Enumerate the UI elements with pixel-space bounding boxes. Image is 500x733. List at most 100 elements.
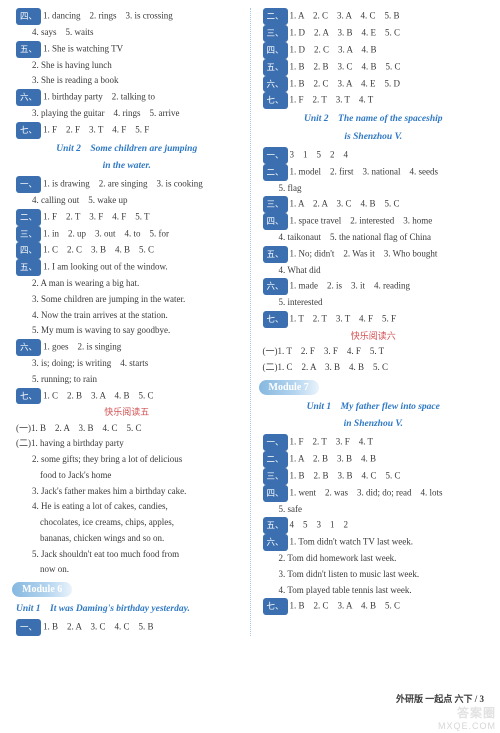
item: 5. safe: [259, 502, 489, 518]
num-label: 七、: [16, 122, 41, 139]
item: 三、1. A 2. A 3. C 4. B 5. C: [259, 196, 489, 213]
item: 六、1. made 2. is 3. it 4. reading: [259, 278, 489, 295]
num-label: 五、: [263, 59, 288, 76]
item: 一、1. F 2. T 3. F 4. T: [259, 434, 489, 451]
item: 2. Tom did homework last week.: [259, 551, 489, 567]
text: 1. in 2. up 3. out 4. to 5. for: [43, 228, 169, 238]
text: 1. B 2. A 3. C 4. C 5. B: [43, 622, 154, 632]
text: 1. B 2. C 3. A 4. E 5. D: [290, 78, 401, 88]
item: 4. Tom played table tennis last week.: [259, 583, 489, 599]
num-label: 六、: [16, 89, 41, 106]
item: 3. Tom didn't listen to music last week.: [259, 567, 489, 583]
unit-title: Unit 1 It was Daming's birthday yesterda…: [12, 602, 242, 616]
item: (二)1. C 2. A 3. B 4. B 5. C: [259, 360, 489, 376]
happy-reading-title: 快乐阅读六: [259, 328, 489, 344]
item: 5. interested: [259, 295, 489, 311]
text: 1. C 2. B 3. A 4. B 5. C: [43, 390, 154, 400]
unit-title: Unit 2 Some children are jumping: [12, 142, 242, 156]
item: 一、1. is drawing 2. are singing 3. is coo…: [12, 176, 242, 193]
item: 二、1. model 2. first 3. national 4. seeds: [259, 164, 489, 181]
text: 4 5 3 1 2: [290, 520, 349, 530]
item: 四、1. C 2. C 3. B 4. B 5. C: [12, 242, 242, 259]
unit-title: in the water.: [12, 159, 242, 173]
num-label: 六、: [263, 278, 288, 295]
text: 1. A 2. C 3. A 4. C 5. B: [290, 11, 400, 21]
item: 4. taikonaut 5. the national flag of Chi…: [259, 230, 489, 246]
num-label: 二、: [16, 209, 41, 226]
item: 五、1. She is watching TV: [12, 41, 242, 58]
num-label: 四、: [16, 242, 41, 259]
num-label: 六、: [263, 76, 288, 93]
item: (一)1. T 2. F 3. F 4. F 5. T: [259, 344, 489, 360]
item: 3. She is reading a book: [12, 73, 242, 89]
text: 1. went 2. was 3. did; do; read 4. lots: [290, 487, 443, 497]
item: 一、1. B 2. A 3. C 4. C 5. B: [12, 619, 242, 636]
item: 七、1. C 2. B 3. A 4. B 5. C: [12, 388, 242, 405]
item: 一、3 1 5 2 4: [259, 147, 489, 164]
text: 1. D 2. C 3. A 4. B: [290, 44, 377, 54]
item: 三、1. D 2. A 3. B 4. E 5. C: [259, 25, 489, 42]
item: bananas, chicken wings and so on.: [12, 531, 242, 547]
text: 1. A 2. B 3. B 4. B: [290, 453, 377, 463]
text: 1. B 2. B 3. B 4. C 5. C: [290, 470, 401, 480]
num-label: 三、: [263, 468, 288, 485]
num-label: 二、: [263, 164, 288, 181]
item: 4. Now the train arrives at the station.: [12, 308, 242, 324]
item: 二、1. F 2. T 3. F 4. F 5. T: [12, 209, 242, 226]
unit-title: Unit 1 My father flew into space: [259, 400, 489, 414]
right-column: 二、1. A 2. C 3. A 4. C 5. B 三、1. D 2. A 3…: [259, 8, 489, 636]
item: 三、1. B 2. B 3. B 4. C 5. C: [259, 468, 489, 485]
num-label: 四、: [16, 8, 41, 25]
unit-title: Unit 2 The name of the spaceship: [259, 112, 489, 126]
item: chocolates, ice creams, chips, apples,: [12, 515, 242, 531]
item: 5. running; to rain: [12, 372, 242, 388]
watermark: 答案圈 MXQE.COM: [438, 704, 496, 731]
item: 3. is; doing; is writing 4. starts: [12, 356, 242, 372]
text: 1. space travel 2. interested 3. home: [290, 216, 433, 226]
item: 5. My mum is waving to say goodbye.: [12, 323, 242, 339]
num-label: 一、: [16, 176, 41, 193]
text: 1. F 2. T 3. F 4. F 5. T: [43, 211, 150, 221]
num-label: 三、: [263, 196, 288, 213]
item: 2. some gifts; they bring a lot of delic…: [12, 452, 242, 468]
item: 七、1. T 2. T 3. T 4. F 5. F: [259, 311, 489, 328]
watermark-en: MXQE.COM: [438, 721, 496, 731]
left-column: 四、1. dancing 2. rings 3. is crossing 4. …: [12, 8, 242, 636]
num-label: 一、: [263, 434, 288, 451]
text: 1. made 2. is 3. it 4. reading: [290, 281, 410, 291]
num-label: 六、: [16, 339, 41, 356]
item: 六、1. B 2. C 3. A 4. E 5. D: [259, 76, 489, 93]
text: 1. F 2. F 3. T 4. F 5. F: [43, 124, 149, 134]
item: food to Jack's home: [12, 468, 242, 484]
item: 4. says 5. waits: [12, 25, 242, 41]
item: 五、1. I am looking out of the window.: [12, 259, 242, 276]
text: 1. I am looking out of the window.: [43, 262, 168, 272]
item: 5. Jack shouldn't eat too much food from: [12, 547, 242, 563]
item: 3. Some children are jumping in the wate…: [12, 292, 242, 308]
num-label: 七、: [16, 388, 41, 405]
happy-reading-title: 快乐阅读五: [12, 404, 242, 420]
column-divider: [250, 8, 251, 636]
item: 3. playing the guitar 4. rings 5. arrive: [12, 106, 242, 122]
text: 1. model 2. first 3. national 4. seeds: [290, 166, 438, 176]
watermark-cn: 答案圈: [457, 704, 496, 721]
item: (二)1. having a birthday party: [12, 436, 242, 452]
num-label: 五、: [263, 517, 288, 534]
item: (一)1. B 2. A 3. B 4. C 5. C: [12, 421, 242, 437]
item: 六、1. goes 2. is singing: [12, 339, 242, 356]
item: 5. flag: [259, 181, 489, 197]
num-label: 七、: [263, 311, 288, 328]
num-label: 一、: [263, 147, 288, 164]
text: 1. B 2. C 3. A 4. B 5. C: [290, 601, 401, 611]
item: 二、1. A 2. B 3. B 4. B: [259, 451, 489, 468]
text: 1. goes 2. is singing: [43, 342, 121, 352]
text: 1. birthday party 2. talking to: [43, 92, 155, 102]
num-label: 五、: [16, 41, 41, 58]
num-label: 四、: [263, 213, 288, 230]
num-label: 二、: [263, 451, 288, 468]
num-label: 七、: [263, 92, 288, 109]
text: 1. She is watching TV: [43, 43, 123, 53]
num-label: 三、: [16, 226, 41, 243]
num-label: 五、: [263, 246, 288, 263]
num-label: 二、: [263, 8, 288, 25]
